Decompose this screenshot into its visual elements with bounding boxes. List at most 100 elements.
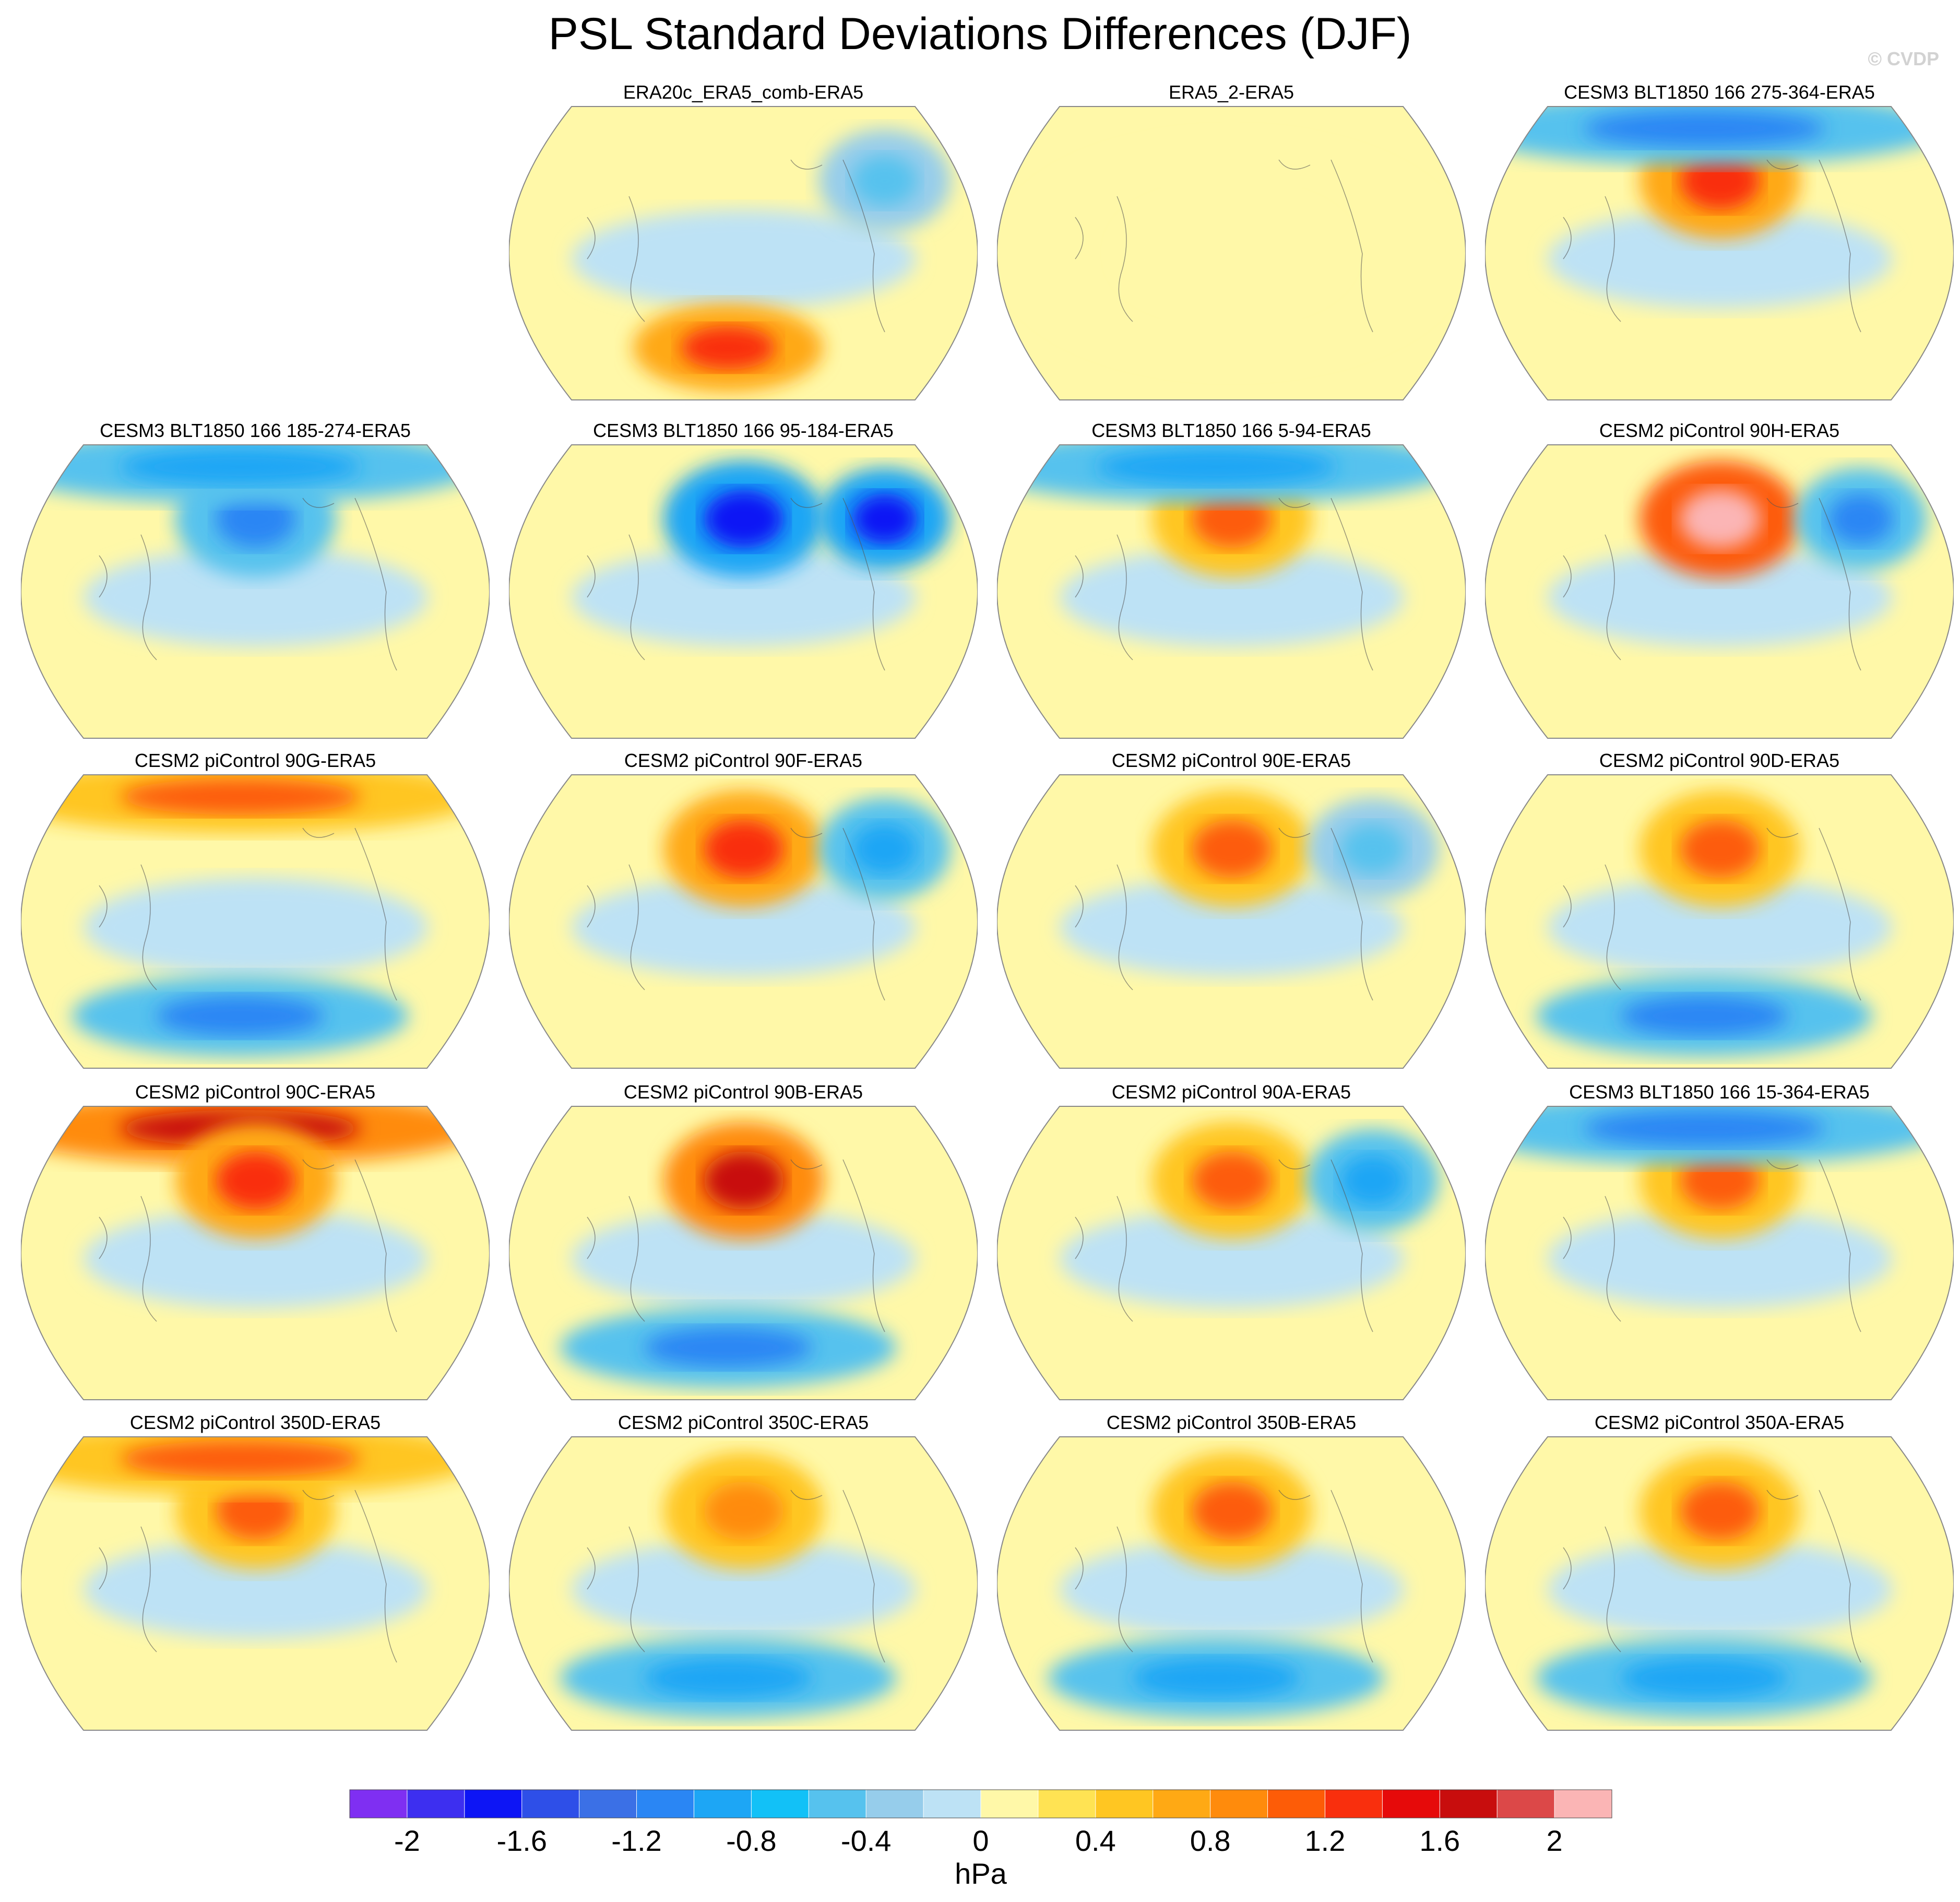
robinson-map bbox=[997, 444, 1466, 739]
coastline bbox=[1563, 1159, 1861, 1332]
panel-title: CESM3 BLT1850 166 185-274-ERA5 bbox=[100, 420, 411, 441]
map-panel: CESM2 piControl 90E-ERA5 bbox=[987, 748, 1476, 1077]
tropical-band bbox=[84, 1209, 428, 1308]
anomaly-core bbox=[1192, 820, 1272, 878]
colorbar-swatch bbox=[521, 1789, 580, 1818]
anomaly-core bbox=[120, 448, 361, 485]
anomaly-core bbox=[852, 155, 918, 206]
colorbar-swatch bbox=[980, 1789, 1039, 1818]
coastline bbox=[1075, 1159, 1373, 1332]
tropical-band bbox=[572, 1209, 916, 1308]
colorbar-tick-label: -0.8 bbox=[726, 1824, 777, 1857]
tropical-band bbox=[572, 548, 916, 647]
map-panel: CESM2 piControl 90D-ERA5 bbox=[1475, 748, 1960, 1077]
colorbar-swatch bbox=[464, 1789, 522, 1818]
anomaly-core bbox=[1584, 110, 1825, 147]
tropical-band bbox=[572, 878, 916, 977]
map-panel: CESM2 piControl 90C-ERA5 bbox=[10, 1079, 500, 1408]
anomaly-core bbox=[1340, 823, 1406, 875]
anomaly-core bbox=[1192, 1482, 1272, 1540]
tropical-band bbox=[84, 1540, 428, 1639]
robinson-map bbox=[997, 774, 1466, 1069]
robinson-map bbox=[997, 1106, 1466, 1400]
anomaly-core bbox=[156, 996, 324, 1036]
panel-title: CESM2 piControl 90H-ERA5 bbox=[1599, 420, 1840, 441]
tropical-band bbox=[1548, 1540, 1892, 1639]
panel-title: CESM2 piControl 350B-ERA5 bbox=[1106, 1412, 1357, 1433]
map-outline bbox=[1485, 444, 1954, 739]
colorbar-swatch bbox=[1554, 1789, 1612, 1818]
panel-title: CESM2 piControl 90C-ERA5 bbox=[135, 1081, 376, 1103]
colorbar-swatch bbox=[1324, 1789, 1383, 1818]
panel-title: CESM3 BLT1850 166 15-364-ERA5 bbox=[1569, 1081, 1870, 1103]
tropical-band bbox=[1548, 878, 1892, 977]
map-outline bbox=[997, 444, 1466, 739]
robinson-map bbox=[21, 774, 490, 1069]
anomaly-core bbox=[1584, 1110, 1825, 1147]
map-outline bbox=[21, 1436, 490, 1731]
map-panel: CESM2 piControl 90F-ERA5 bbox=[498, 748, 988, 1077]
map-outline bbox=[509, 106, 978, 400]
colorbar-swatch bbox=[1382, 1789, 1441, 1818]
panel-title: CESM2 piControl 90D-ERA5 bbox=[1599, 750, 1840, 771]
anomaly-core bbox=[1122, 198, 1341, 308]
map-panel: CESM2 piControl 350C-ERA5 bbox=[498, 1410, 988, 1739]
coastline bbox=[1563, 498, 1861, 671]
colorbar-swatch bbox=[923, 1789, 982, 1818]
anomaly-core bbox=[120, 1440, 361, 1477]
colorbar-swatch bbox=[693, 1789, 752, 1818]
anomaly-core bbox=[704, 820, 784, 878]
map-outline bbox=[509, 774, 978, 1069]
coastline bbox=[587, 498, 885, 671]
panel-title: CESM2 piControl 90E-ERA5 bbox=[1111, 750, 1351, 771]
map-panel: CESM3 BLT1850 166 275-364-ERA5 bbox=[1475, 79, 1960, 408]
anomaly-core bbox=[1828, 493, 1894, 545]
tropical-band bbox=[84, 548, 428, 647]
colorbar-tick-label: -1.2 bbox=[611, 1824, 662, 1857]
tropical-band bbox=[1548, 1209, 1892, 1308]
coastline bbox=[1075, 828, 1373, 1001]
map-panel: ERA20c_ERA5_comb-ERA5 bbox=[498, 79, 988, 408]
map-outline bbox=[509, 444, 978, 739]
map-outline bbox=[997, 1106, 1466, 1400]
robinson-map bbox=[997, 1436, 1466, 1731]
panel-title: CESM3 BLT1850 166 5-94-ERA5 bbox=[1091, 420, 1371, 441]
colorbar-swatch bbox=[751, 1789, 810, 1818]
robinson-map bbox=[509, 444, 978, 739]
robinson-map bbox=[21, 1106, 490, 1400]
colorbar-tick-label: -1.6 bbox=[496, 1824, 547, 1857]
map-panel: ERA5_2-ERA5 bbox=[987, 79, 1476, 408]
colorbar-swatch bbox=[579, 1789, 637, 1818]
coastline bbox=[587, 159, 885, 333]
map-panel: CESM3 BLT1850 166 15-364-ERA5 bbox=[1475, 1079, 1960, 1408]
anomaly-core bbox=[644, 1327, 812, 1368]
anomaly-core bbox=[1192, 1151, 1272, 1210]
panel-title: CESM2 piControl 350C-ERA5 bbox=[617, 1412, 869, 1433]
panel-title: CESM2 piControl 350D-ERA5 bbox=[129, 1412, 381, 1433]
tropical-band bbox=[1060, 1540, 1404, 1639]
coastline bbox=[1563, 828, 1861, 1001]
anomaly-core bbox=[216, 490, 296, 548]
map-panel: CESM2 piControl 90A-ERA5 bbox=[987, 1079, 1476, 1408]
panel-title: ERA20c_ERA5_comb-ERA5 bbox=[623, 81, 864, 103]
map-outline bbox=[21, 774, 490, 1069]
map-panel: CESM3 BLT1850 166 185-274-ERA5 bbox=[10, 418, 500, 747]
tropical-band bbox=[572, 1540, 916, 1639]
coastline bbox=[99, 498, 397, 671]
tropical-band bbox=[1548, 209, 1892, 309]
coastline bbox=[1075, 498, 1373, 671]
map-outline bbox=[1485, 1436, 1954, 1731]
colorbar-swatch bbox=[1210, 1789, 1268, 1818]
map-outline bbox=[1485, 774, 1954, 1069]
anomaly-core bbox=[852, 493, 918, 545]
anomaly-core bbox=[1096, 448, 1337, 485]
coastline bbox=[587, 1159, 885, 1332]
chart-title: PSL Standard Deviations Differences (DJF… bbox=[548, 9, 1412, 59]
robinson-map bbox=[1485, 106, 1954, 400]
map-outline bbox=[1485, 1106, 1954, 1400]
panel-title: CESM3 BLT1850 166 95-184-ERA5 bbox=[593, 420, 894, 441]
colorbar-swatch bbox=[1095, 1789, 1154, 1818]
robinson-map bbox=[1485, 1436, 1954, 1731]
robinson-map bbox=[21, 444, 490, 739]
robinson-map bbox=[509, 774, 978, 1069]
